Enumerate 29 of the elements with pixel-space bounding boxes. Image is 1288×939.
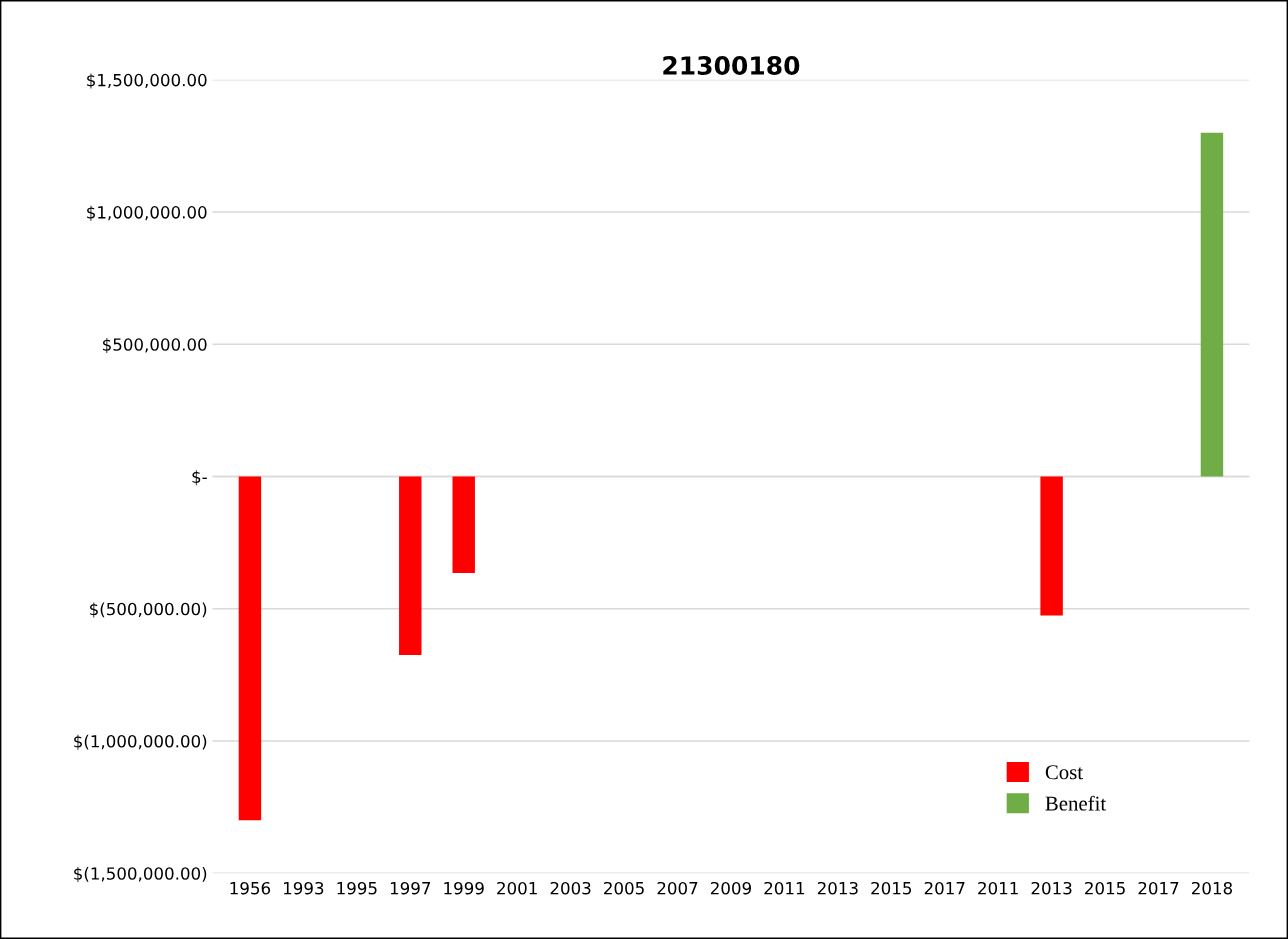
chart-title: 21300180 [663,56,800,75]
x-tick-label: 2009 [710,881,751,895]
y-tick-label: $500,000.00 [103,337,207,354]
x-tick-label: 1995 [337,881,377,895]
legend-label: Cost [1045,765,1083,780]
x-tick-label: 1997 [390,881,431,895]
y-tick-label: $(1,500,000.00) [74,866,207,883]
x-tick-label: 2015 [871,881,912,895]
x-tick-label: 1993 [284,881,324,895]
x-tick-label: 2005 [604,881,644,895]
x-tick-label: 2007 [657,881,698,895]
x-tick-label: 2017 [1138,881,1179,895]
x-tick-label: 2011 [764,881,805,895]
y-tick-label: $(500,000.00) [90,602,207,618]
x-tick-label: 1999 [444,881,484,895]
x-tick-label: 2003 [550,881,591,895]
x-tick-label: 1956 [230,881,271,895]
y-tick-label: $1,500,000.00 [87,73,207,89]
legend-label: Benefit [1045,795,1107,811]
x-tick-label: 2001 [497,881,537,895]
x-tick-label: 2013 [1031,881,1072,895]
x-tick-label: 2018 [1191,881,1233,895]
x-tick-label: 2015 [1085,881,1125,895]
x-tick-label: 2017 [924,881,965,895]
x-tick-label: 2013 [817,881,858,895]
x-tick-label: 2011 [978,881,1018,895]
y-tick-label: $- [192,470,207,486]
y-tick-label: $1,000,000.00 [87,205,207,221]
y-tick-label: $(1,000,000.00) [74,734,207,750]
